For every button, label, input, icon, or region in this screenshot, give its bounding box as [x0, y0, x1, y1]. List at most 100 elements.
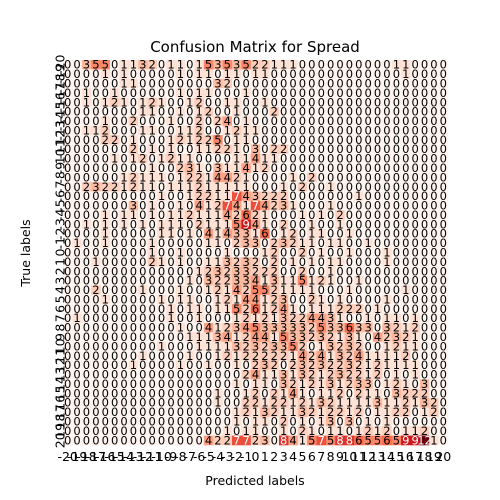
cell-value-label: 0: [383, 123, 390, 137]
cell-value-label: 0: [383, 170, 390, 184]
cell-value-label: 0: [149, 368, 156, 382]
cell-value-label: 0: [440, 246, 447, 260]
heatmap-cell: [91, 97, 101, 108]
cell-value-label: 2: [383, 330, 390, 344]
cell-value-label: 0: [421, 161, 428, 175]
heatmap-cell: [382, 294, 392, 305]
cell-value-label: 1: [365, 386, 372, 400]
heatmap-cell: [410, 294, 421, 305]
cell-value-label: 2: [346, 368, 353, 382]
heatmap-cell: [100, 407, 111, 418]
cell-value-label: 0: [383, 302, 390, 316]
heatmap-cell: [260, 97, 270, 108]
heatmap-cell: [156, 266, 167, 277]
cell-value-label: 0: [64, 274, 71, 288]
cell-value-label: 0: [336, 227, 343, 241]
heatmap-cell: [194, 341, 205, 352]
heatmap-cell: [260, 275, 270, 286]
cell-value-label: 2: [252, 58, 259, 72]
cell-value-label: 0: [336, 189, 343, 203]
heatmap-cell: [354, 219, 364, 230]
heatmap-cell: [325, 125, 336, 136]
cell-value-label: 1: [289, 302, 296, 316]
cell-value-label: 0: [167, 189, 174, 203]
heatmap-cell: [185, 200, 195, 211]
cell-value-label: 0: [327, 105, 334, 119]
heatmap-cell: [325, 238, 336, 249]
heatmap-cell: [260, 426, 270, 436]
cell-value-label: 0: [411, 170, 418, 184]
heatmap-cell: [175, 125, 186, 136]
cell-value-label: 1: [195, 330, 202, 344]
heatmap-cell: [278, 153, 289, 164]
cell-value-label: 2: [411, 386, 418, 400]
cell-value-label: 2: [261, 264, 268, 278]
heatmap-cell: [232, 275, 242, 286]
heatmap-cell: [335, 398, 346, 408]
cell-value-label: 0: [120, 302, 127, 316]
cell-value-label: 0: [92, 424, 99, 438]
cell-value-label: 0: [365, 302, 372, 316]
cell-value-label: 0: [411, 133, 418, 147]
cell-value-label: 0: [195, 349, 202, 363]
cell-value-label: 0: [402, 415, 409, 429]
cell-value-label: 0: [327, 76, 334, 90]
cell-value-label: 0: [92, 274, 99, 288]
heatmap-cell: [81, 294, 92, 305]
cell-value-label: 1: [149, 199, 156, 213]
heatmap-cell: [222, 304, 233, 314]
cell-value-label: 0: [383, 217, 390, 231]
heatmap-cell: [325, 88, 336, 98]
cell-value-label: 0: [158, 264, 165, 278]
cell-value-label: 2: [224, 433, 231, 447]
cell-value-label: 3: [393, 330, 400, 344]
cell-value-label: 0: [440, 311, 447, 325]
cell-value-label: 0: [421, 255, 428, 269]
cell-value-label: 0: [158, 208, 165, 222]
cell-value-label: 3: [261, 358, 268, 372]
cell-value-label: 0: [280, 170, 287, 184]
heatmap-cell: [81, 398, 92, 408]
heatmap-cell: [109, 285, 120, 296]
heatmap-cell: [316, 191, 327, 202]
heatmap-cell: [372, 351, 383, 361]
heatmap-cell: [278, 275, 289, 286]
heatmap-cell: [166, 407, 176, 418]
cell-value-label: 1: [83, 123, 90, 137]
x-tick-label: 3: [280, 449, 288, 464]
heatmap-cell: [222, 379, 233, 389]
heatmap-cell: [147, 88, 158, 98]
heatmap-cell: [250, 163, 261, 173]
cell-value-label: 2: [261, 311, 268, 325]
cell-value-label: 0: [365, 152, 372, 166]
heatmap-cell: [410, 322, 421, 333]
heatmap-cell: [119, 266, 130, 277]
heatmap-cell: [335, 97, 346, 108]
heatmap-cell: [419, 294, 430, 305]
cell-value-label: 0: [440, 217, 447, 231]
heatmap-cell: [194, 416, 205, 427]
cell-value-label: 0: [120, 133, 127, 147]
cell-value-label: 0: [130, 123, 137, 137]
cell-value-label: 0: [411, 415, 418, 429]
heatmap-cell: [316, 322, 327, 333]
cell-value-label: 2: [271, 386, 278, 400]
cell-value-label: 0: [177, 433, 184, 447]
heatmap-cell: [354, 388, 364, 399]
cell-value-label: 1: [158, 217, 165, 231]
heatmap-cell: [363, 210, 374, 220]
heatmap-cell: [156, 135, 167, 145]
heatmap-cell: [128, 341, 139, 352]
cell-value-label: 0: [73, 377, 80, 391]
cell-value-label: 0: [280, 105, 287, 119]
heatmap-cell: [354, 153, 364, 164]
cell-value-label: 0: [336, 105, 343, 119]
cell-value-label: 1: [130, 152, 137, 166]
cell-value-label: 0: [440, 283, 447, 297]
cell-value-label: 0: [139, 142, 146, 156]
heatmap-cell: [325, 398, 336, 408]
cell-value-label: 0: [214, 405, 221, 419]
cell-value-label: 0: [393, 152, 400, 166]
cell-value-label: 0: [130, 255, 137, 269]
heatmap-cell: [382, 247, 392, 258]
